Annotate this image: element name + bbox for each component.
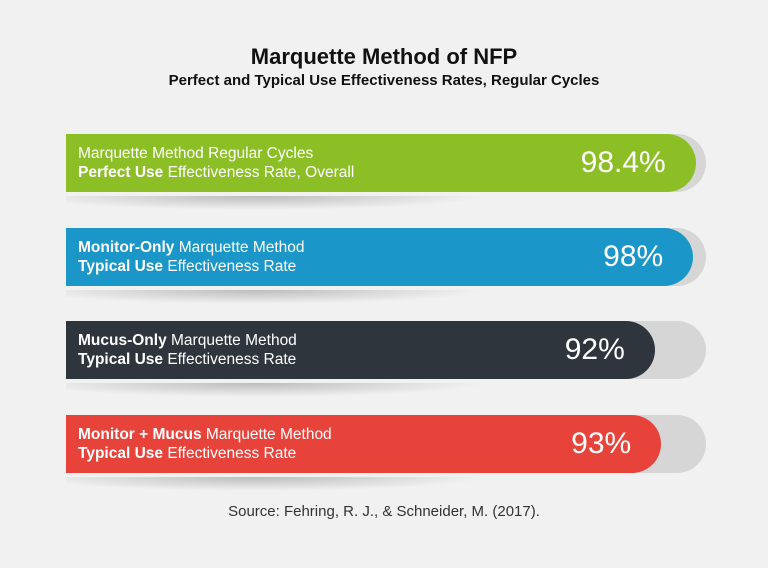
- bar-label-text: Marquette Method Regular Cycles: [78, 145, 314, 162]
- bar: [66, 321, 655, 379]
- bar-label-bold: Mucus-Only: [78, 332, 167, 349]
- bar-label: Monitor-Only Marquette Method Typical Use…: [78, 238, 305, 276]
- bar-shadow: [66, 289, 486, 304]
- bar-label: Monitor + Mucus Marquette Method Typical …: [78, 425, 332, 463]
- bar: [66, 227, 694, 286]
- bar-label-line-2: Perfect Use Effectiveness Rate, Overall: [78, 163, 354, 182]
- bar-shadow: [66, 383, 486, 397]
- bar-shadow: [66, 476, 486, 491]
- bar-label-line-2: Typical Use Effectiveness Rate: [78, 444, 332, 463]
- bar-value-label: 92%: [564, 333, 625, 366]
- bar-label-text: Marquette Method: [174, 238, 305, 256]
- bar-label-bold: Typical Use: [78, 444, 164, 462]
- bar-label-bold: Perfect Use: [78, 164, 164, 181]
- bar-value-label: 98.4%: [580, 146, 666, 179]
- bar-label-text: Effectiveness Rate, Overall: [163, 164, 355, 181]
- chart-subtitle: Perfect and Typical Use Effectiveness Ra…: [168, 72, 600, 89]
- bar-label-text: Effectiveness Rate: [163, 444, 297, 462]
- bar-label-line-1: Mucus-Only Marquette Method: [78, 331, 297, 350]
- chart-title: Marquette Method of NFP: [250, 44, 518, 69]
- bar-row: Monitor + Mucus Marquette Method Typical …: [66, 414, 706, 491]
- bar-label-bold: Typical Use: [78, 257, 164, 275]
- bar: [66, 134, 696, 192]
- bar-label-line-2: Typical Use Effectiveness Rate: [78, 350, 297, 369]
- bar-label: Mucus-Only Marquette Method Typical Use E…: [78, 331, 297, 369]
- bar-shadow: [66, 196, 486, 210]
- source-citation: Source: Fehring, R. J., & Schneider, M. …: [228, 503, 540, 520]
- bar-label-text: Marquette Method: [201, 425, 332, 443]
- bar-label-bold: Monitor + Mucus: [78, 425, 202, 443]
- bar-label-text: Effectiveness Rate: [163, 351, 297, 368]
- bar-label-line-1: Monitor-Only Marquette Method: [78, 238, 305, 257]
- bar-row: Mucus-Only Marquette Method Typical Use E…: [66, 321, 706, 397]
- bar-label: Marquette Method Regular Cycles Perfect U…: [78, 144, 354, 182]
- bar-label-bold: Typical Use: [78, 351, 164, 368]
- bar: [66, 414, 662, 473]
- bar-label-text: Marquette Method: [166, 332, 297, 349]
- bar-label-line-2: Typical Use Effectiveness Rate: [78, 257, 305, 276]
- bar-row: Monitor-Only Marquette Method Typical Use…: [66, 227, 706, 304]
- bar-label-line-1: Marquette Method Regular Cycles: [78, 144, 354, 163]
- bar-value-label: 98%: [603, 239, 664, 273]
- bar-label-line-1: Monitor + Mucus Marquette Method: [78, 425, 332, 444]
- bar-label-text: Effectiveness Rate: [163, 257, 297, 275]
- bar-row: Marquette Method Regular Cycles Perfect U…: [66, 134, 706, 210]
- bar-label-bold: Monitor-Only: [78, 238, 175, 256]
- bar-value-label: 93%: [571, 426, 632, 460]
